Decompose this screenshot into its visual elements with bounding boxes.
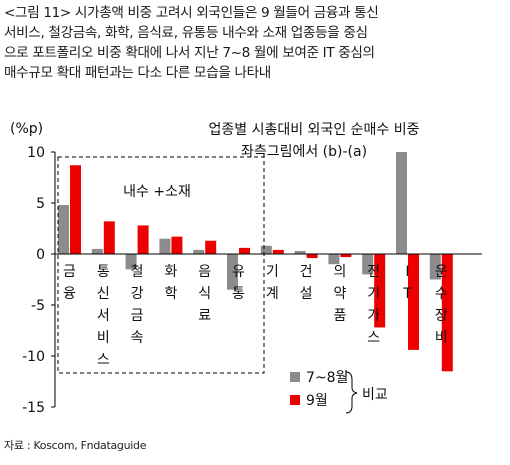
legend-swatch-sep [290, 395, 300, 405]
category-label: 설 [300, 286, 313, 302]
y-tick-label: 0 [36, 247, 45, 263]
category-label: 스 [97, 352, 110, 368]
caption-line-3: 으로 포트폴리오 비중 확대에 나서 지난 7~8 월에 보여준 IT 중심의 [4, 45, 375, 61]
y-tick-label: -10 [22, 349, 45, 365]
category-label: I [405, 264, 409, 280]
category-label: 계 [266, 286, 279, 302]
category-label: 스 [367, 330, 380, 346]
bar-jul-aug [260, 245, 272, 254]
y-tick-label: 10 [27, 145, 45, 161]
category-label: 융 [63, 286, 76, 302]
bars [58, 152, 453, 372]
legend-brace-label: 비교 [362, 387, 388, 403]
y-tick-label: -15 [22, 400, 45, 416]
bar-jul-aug [125, 254, 137, 270]
chart-title: 업종별 시총대비 외국인 순매수 비중 [209, 122, 420, 138]
bar-sep [70, 165, 81, 254]
bar-sep [306, 254, 318, 259]
chart-subtitle: 좌측그림에서 (b)-(a) [241, 144, 367, 160]
caption-line-2: 서비스, 철강금속, 화학, 음식료, 유통등 내수와 소재 업종등을 중심 [4, 25, 368, 41]
bar-sep [239, 247, 250, 254]
bar-sep [137, 225, 149, 254]
category-label: 서 [97, 308, 110, 324]
category-label: 신 [97, 286, 110, 302]
category-label: 화 [164, 264, 177, 280]
bar-jul-aug [362, 254, 374, 275]
category-label: 장 [435, 308, 448, 324]
bar-jul-aug [328, 254, 340, 265]
bar-jul-aug [193, 249, 205, 254]
category-label: 철 [131, 264, 144, 280]
bar-jul-aug [294, 250, 306, 254]
category-label: 료 [198, 308, 211, 324]
category-label: 비 [97, 330, 110, 346]
category-label: 금 [131, 308, 144, 324]
bar-jul-aug [58, 205, 69, 254]
legend-swatch-jul-aug [290, 372, 300, 382]
bar-sep [408, 254, 419, 350]
y-axis-unit: (%p) [10, 121, 43, 137]
legend-brace [345, 371, 358, 414]
y-tick-label: -5 [31, 298, 45, 314]
bar-sep [103, 221, 115, 254]
legend-label: 7~8월 [306, 370, 348, 386]
y-axis: -15 -10 -5 0 5 10 [22, 145, 56, 416]
bar-sep [205, 240, 217, 254]
category-label: 강 [131, 286, 144, 302]
bar-sep [441, 254, 453, 372]
category-label: 금 [63, 264, 76, 280]
source-note: 자료 : Koscom, Fndataguide [4, 439, 147, 452]
bar-jul-aug [91, 248, 103, 254]
bar-sep [272, 249, 284, 254]
category-label: 기 [266, 264, 279, 280]
category-label: 유 [232, 264, 245, 280]
bar-jul-aug [159, 238, 171, 254]
category-label: 기 [367, 286, 380, 302]
category-label: 학 [164, 286, 177, 302]
legend: 7~8월 9월 비교 [290, 370, 388, 414]
bar-sep [340, 254, 352, 258]
y-tick-label: 5 [36, 196, 45, 212]
category-label: T [402, 286, 412, 302]
category-label: 품 [333, 308, 346, 324]
figure-caption: <그림 11> 시가총액 비중 고려시 외국인들은 9 월들어 금융과 통신 서… [4, 3, 504, 83]
category-label: 건 [300, 264, 313, 280]
box-label: 내수 +소재 [123, 184, 191, 200]
category-label: 속 [131, 330, 144, 346]
category-label: 식 [198, 286, 211, 302]
category-label: 가 [367, 308, 380, 324]
category-label: 약 [333, 286, 346, 302]
bar-jul-aug [396, 152, 407, 254]
category-label: 통 [97, 264, 110, 280]
category-label: 음 [198, 264, 211, 280]
category-label: 전 [367, 264, 380, 280]
domestic-materials-box [57, 156, 265, 374]
bar-jul-aug [429, 254, 441, 280]
category-label: 비 [435, 330, 448, 346]
category-label: 운 [435, 264, 448, 280]
bar-jul-aug [227, 254, 238, 290]
bar-sep [374, 254, 386, 328]
legend-label: 9월 [306, 393, 328, 409]
category-label: 수 [435, 286, 448, 302]
category-label: 통 [232, 286, 245, 302]
caption-line-1: <그림 11> 시가총액 비중 고려시 외국인들은 9 월들어 금융과 통신 [4, 5, 379, 21]
caption-line-4: 매수규모 확대 패턴과는 다소 다른 모습을 나타내 [4, 65, 271, 81]
bar-sep [171, 236, 183, 254]
category-label: 의 [333, 264, 346, 280]
